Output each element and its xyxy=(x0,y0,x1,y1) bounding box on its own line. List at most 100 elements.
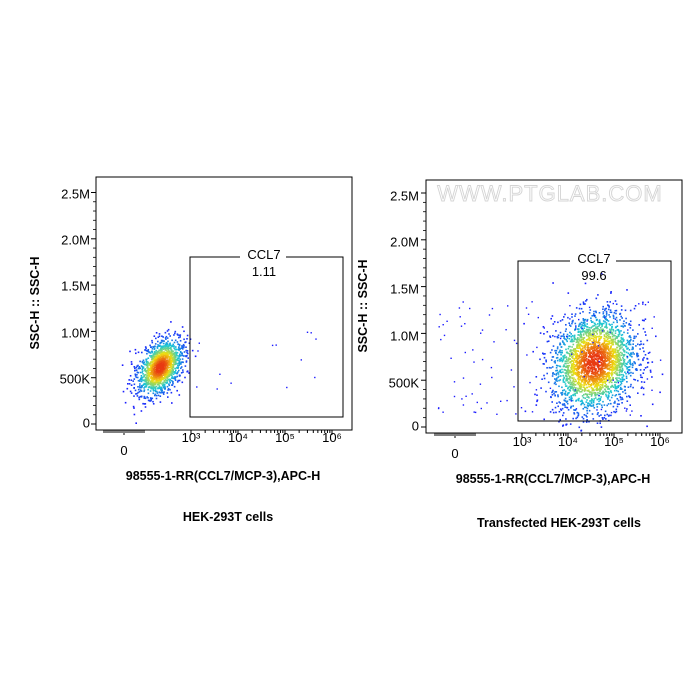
event-dot xyxy=(582,338,585,341)
event-dot xyxy=(620,373,623,376)
event-dot xyxy=(584,348,587,350)
event-dot xyxy=(596,341,598,344)
event-dot xyxy=(621,363,624,366)
event-dot xyxy=(162,381,164,384)
event-dot xyxy=(572,380,574,382)
event-dot xyxy=(602,353,605,356)
right-y-axis: 2.5M 2.0M 1.5M 1.0M 500K 0 xyxy=(389,188,426,433)
event-dot xyxy=(594,393,596,396)
event-dot xyxy=(143,361,146,363)
event-dot xyxy=(162,358,165,360)
event-dot xyxy=(570,371,572,374)
event-dot xyxy=(137,386,139,388)
event-dot xyxy=(144,363,146,366)
event-dot xyxy=(616,337,618,339)
event-dot xyxy=(588,333,591,336)
event-dot xyxy=(605,349,607,352)
event-dot xyxy=(641,319,644,322)
event-dot xyxy=(592,333,594,336)
event-dot xyxy=(157,367,160,369)
event-dot xyxy=(154,382,157,385)
event-dot xyxy=(561,340,564,342)
event-dot xyxy=(597,392,599,394)
event-dot xyxy=(580,360,583,363)
event-dot xyxy=(613,389,616,392)
event-dot xyxy=(569,349,572,351)
event-dot xyxy=(582,356,584,358)
event-dot xyxy=(621,388,623,390)
event-dot xyxy=(610,366,612,369)
event-dot xyxy=(171,369,174,372)
event-dot xyxy=(566,371,568,373)
event-dot xyxy=(626,400,629,402)
event-dot xyxy=(145,378,147,380)
event-dot xyxy=(590,402,593,404)
event-dot xyxy=(576,338,579,341)
event-dot xyxy=(579,312,581,315)
event-dot xyxy=(593,341,596,343)
event-dot xyxy=(157,336,160,338)
event-dot xyxy=(155,352,157,354)
event-dot xyxy=(601,350,603,352)
event-dot xyxy=(157,359,159,361)
event-dot xyxy=(555,391,558,393)
event-dot xyxy=(595,371,597,374)
event-dot xyxy=(154,394,156,397)
event-dot xyxy=(587,372,589,375)
event-dot xyxy=(176,341,179,343)
event-dot xyxy=(178,361,181,364)
event-dot xyxy=(144,386,146,388)
event-dot xyxy=(571,397,573,399)
event-dot xyxy=(589,403,591,405)
event-dot xyxy=(626,348,628,350)
event-dot xyxy=(604,308,607,310)
event-dot xyxy=(582,340,585,342)
event-dot xyxy=(575,354,578,356)
event-dot xyxy=(608,376,611,378)
event-dot xyxy=(562,341,564,344)
event-dot xyxy=(558,351,560,354)
event-dot xyxy=(566,394,569,396)
event-dot xyxy=(597,342,599,344)
event-dot xyxy=(640,343,642,345)
event-dot xyxy=(561,360,564,363)
event-dot xyxy=(170,373,172,375)
event-dot xyxy=(560,375,562,377)
event-dot xyxy=(626,395,628,398)
event-dot xyxy=(584,318,587,321)
event-dot xyxy=(605,367,608,369)
event-dot xyxy=(618,331,621,333)
event-dot xyxy=(595,330,597,333)
event-dot xyxy=(618,335,620,337)
event-dot xyxy=(129,375,132,377)
event-dot xyxy=(576,390,578,393)
event-dot xyxy=(625,342,628,345)
event-dot xyxy=(573,361,575,364)
event-dot xyxy=(149,382,152,384)
event-dot xyxy=(604,388,606,391)
event-dot xyxy=(563,393,566,395)
event-dot xyxy=(600,396,602,398)
event-dot xyxy=(597,360,599,363)
event-dot xyxy=(168,364,171,366)
event-dot xyxy=(630,339,632,341)
event-dot xyxy=(552,282,554,284)
event-dot xyxy=(619,339,622,342)
event-dot xyxy=(576,411,578,414)
event-dot xyxy=(156,370,159,373)
event-dot xyxy=(628,340,630,343)
event-dot xyxy=(605,364,607,366)
event-dot xyxy=(571,355,574,358)
event-dot xyxy=(605,326,607,328)
event-dot xyxy=(611,373,614,375)
event-dot xyxy=(659,391,661,394)
event-dot xyxy=(595,380,597,382)
event-dot xyxy=(596,389,599,392)
event-dot xyxy=(609,324,611,326)
event-dot xyxy=(580,365,583,367)
event-dot xyxy=(539,358,541,361)
event-dot xyxy=(625,365,628,368)
event-dot xyxy=(170,349,173,351)
event-dot xyxy=(609,316,611,318)
event-dot xyxy=(161,361,164,364)
